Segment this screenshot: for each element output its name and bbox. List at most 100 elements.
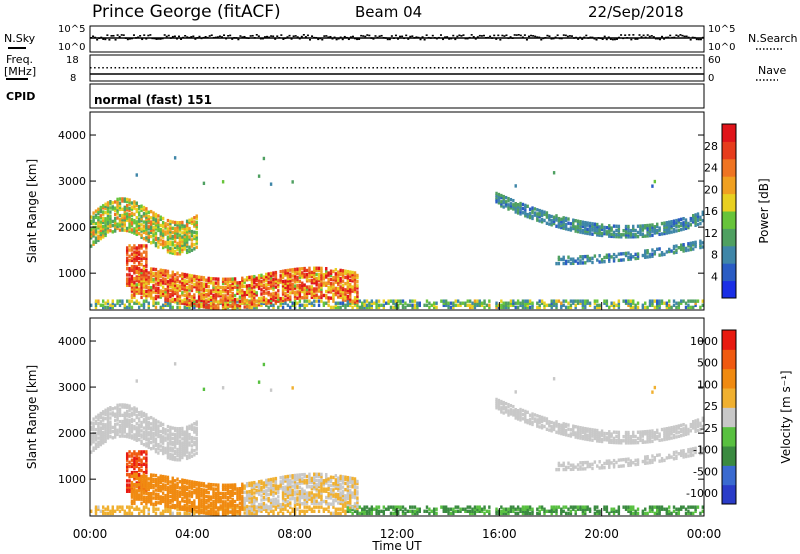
power-cell: [257, 303, 261, 307]
nave-point: [261, 67, 264, 69]
power-cell: [135, 232, 138, 236]
power-cell: [140, 208, 143, 213]
power-cell: [128, 301, 131, 305]
power-cell: [612, 234, 616, 239]
velocity-cell: [231, 487, 234, 491]
velocity-cell: [171, 436, 174, 441]
power-cell: [387, 299, 390, 303]
velocity-cell: [197, 500, 201, 504]
power-cell: [135, 299, 138, 303]
velocity-cell: [205, 505, 208, 509]
power-cell: [233, 302, 237, 306]
power-cell: [221, 277, 225, 281]
power-cell: [147, 239, 150, 243]
power-cell: [207, 284, 210, 289]
power-cell: [658, 228, 661, 232]
power-cell: [694, 213, 697, 217]
power-cell: [344, 294, 347, 298]
power-cell: [675, 250, 678, 255]
power-cell: [181, 224, 184, 229]
power-cell: [284, 287, 287, 292]
velocity-cell: [253, 495, 256, 499]
power-cell: [118, 205, 122, 210]
velocity-cell: [298, 491, 302, 496]
velocity-cell: [161, 422, 165, 427]
velocity-cell: [257, 484, 261, 488]
power-cell: [574, 225, 577, 229]
power-cell: [615, 234, 618, 239]
power-cell: [502, 194, 505, 199]
power-cell: [682, 247, 685, 251]
power-cell: [339, 301, 342, 305]
velocity-cell: [147, 424, 150, 429]
power-cell: [116, 199, 119, 204]
velocity-cell: [286, 499, 290, 504]
power-cell: [233, 306, 237, 310]
power-cell: [207, 297, 210, 301]
power-cell: [555, 224, 558, 228]
nave-tick-top: 60: [708, 55, 721, 66]
velocity-cell: [133, 410, 136, 414]
velocity-cell: [142, 497, 146, 502]
power-cell: [185, 227, 189, 232]
power-cell: [197, 292, 201, 296]
velocity-cell: [173, 451, 177, 456]
velocity-cell: [214, 491, 218, 495]
power-cell: [370, 303, 374, 308]
velocity-cell: [135, 482, 138, 487]
power-cell: [255, 276, 258, 280]
power-cell: [253, 289, 256, 293]
power-cell: [145, 291, 148, 296]
power-cell: [188, 235, 191, 239]
nave-point: [560, 67, 563, 69]
velocity-cell: [226, 504, 230, 508]
velocity-cell: [224, 496, 227, 500]
power-cell: [562, 303, 565, 308]
power-cell: [226, 296, 230, 300]
power-cell: [277, 293, 280, 297]
velocity-cell: [171, 484, 174, 489]
velocity-cell: [161, 447, 165, 452]
nsky-point: [677, 35, 680, 37]
power-cell: [305, 291, 309, 295]
power-cell: [106, 305, 110, 310]
nsky-point: [546, 34, 549, 37]
velocity-cell: [176, 429, 179, 433]
power-cell: [152, 290, 155, 294]
power-cell: [476, 299, 479, 303]
power-cell: [632, 301, 635, 305]
velocity-cell: [193, 453, 196, 457]
velocity-cell: [185, 497, 189, 502]
power-cell: [159, 232, 162, 236]
velocity-cell: [128, 427, 131, 431]
power-cell: [639, 226, 642, 230]
velocity-cell: [253, 501, 256, 506]
power-cell: [101, 218, 105, 223]
power-cell: [677, 220, 681, 224]
velocity-cell: [171, 497, 174, 501]
power-cell: [682, 249, 685, 253]
velocity-cell: [207, 511, 210, 516]
velocity-cell: [159, 440, 162, 444]
power-cell: [125, 252, 129, 256]
velocity-cell: [125, 466, 129, 471]
power-cell: [368, 301, 371, 305]
nsky-point: [650, 35, 653, 37]
velocity-cell: [238, 493, 242, 497]
power-cell: [99, 230, 102, 235]
velocity-cell: [308, 474, 311, 479]
power-cell: [176, 305, 179, 310]
nsky-point: [147, 34, 150, 37]
power-cell: [663, 231, 666, 236]
nsky-point: [615, 38, 618, 40]
power-cell: [166, 282, 170, 286]
velocity-cell: [166, 481, 170, 486]
power-cell: [154, 225, 158, 229]
velocity-cell: [293, 490, 297, 494]
power-cell: [173, 243, 177, 248]
velocity-cell: [205, 484, 208, 488]
power-cell: [212, 283, 215, 287]
velocity-cell: [159, 436, 162, 440]
velocity-cell: [171, 503, 174, 507]
velocity-cell: [202, 484, 206, 488]
